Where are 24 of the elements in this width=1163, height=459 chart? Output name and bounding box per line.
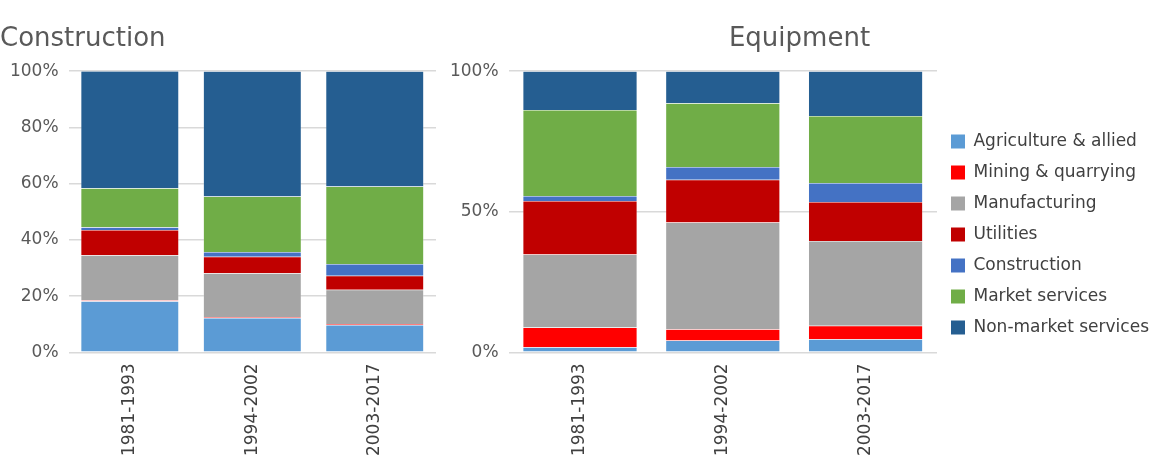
legend-label: Mining & quarrying xyxy=(973,160,1137,181)
x-tick-label: 1981-1993 xyxy=(568,363,589,457)
x-tick-label: 1994-2002 xyxy=(711,363,732,457)
legend-label: Agriculture & allied xyxy=(973,129,1137,150)
y-tick-label: 100% xyxy=(9,59,59,80)
y-tick-label: 100% xyxy=(449,59,499,80)
y-tick-label: 20% xyxy=(20,284,59,305)
chart-title: Equipment xyxy=(728,22,871,53)
x-tick-label: 1994-2002 xyxy=(240,363,261,457)
y-tick-label: 40% xyxy=(20,228,59,249)
x-tick-label: 2003-2017 xyxy=(363,363,384,457)
legend-label: Manufacturing xyxy=(973,191,1097,212)
y-tick-label: 0% xyxy=(471,340,499,361)
legend-label: Construction xyxy=(973,253,1082,274)
x-tick-label: 2003-2017 xyxy=(854,363,875,457)
chart-title: Construction xyxy=(0,22,166,53)
legend-label: Utilities xyxy=(973,222,1038,243)
legend-label: Market services xyxy=(973,284,1108,305)
legend-label: Non-market services xyxy=(973,315,1150,336)
x-tick-label: 1981-1993 xyxy=(118,363,139,457)
y-tick-label: 80% xyxy=(20,115,59,136)
y-tick-label: 50% xyxy=(460,200,499,221)
y-tick-label: 0% xyxy=(31,340,59,361)
y-tick-label: 60% xyxy=(20,172,59,193)
